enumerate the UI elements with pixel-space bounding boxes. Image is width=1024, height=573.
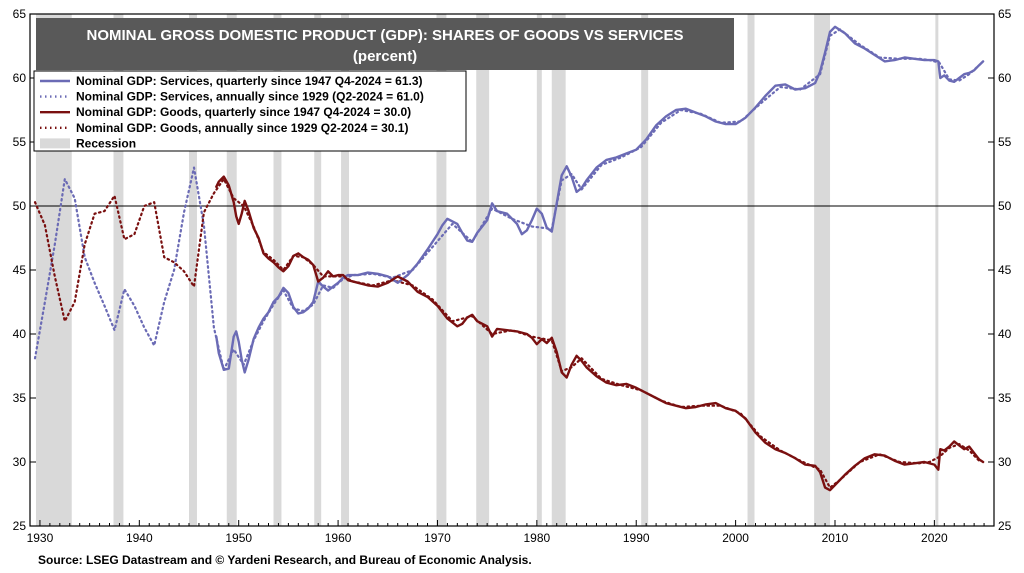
y-tick-label-right: 65 bbox=[998, 7, 1012, 21]
recession-band bbox=[551, 14, 566, 526]
chart-subtitle: (percent) bbox=[353, 48, 417, 65]
y-tick-label-right: 35 bbox=[998, 391, 1012, 405]
legend-label: Nominal GDP: Services, annually since 19… bbox=[76, 90, 424, 104]
y-tick-label-left: 40 bbox=[13, 327, 27, 341]
recession-band bbox=[747, 14, 755, 526]
x-tick-label: 2000 bbox=[722, 531, 749, 545]
recession-band bbox=[341, 14, 350, 526]
x-tick-label: 1930 bbox=[27, 531, 54, 545]
y-tick-label-left: 35 bbox=[13, 391, 27, 405]
series-line-goods-annual bbox=[33, 178, 981, 489]
recession-band bbox=[273, 14, 282, 526]
recession-band bbox=[226, 14, 237, 526]
series-line-goods-quarterly bbox=[215, 175, 985, 492]
legend-label: Nominal GDP: Goods, quarterly since 1947… bbox=[76, 105, 411, 119]
legend-label: Nominal GDP: Services, quarterly since 1… bbox=[76, 74, 423, 88]
legend-swatch-recession bbox=[40, 138, 70, 149]
recession-band bbox=[935, 14, 939, 526]
title-background bbox=[36, 18, 734, 70]
legend-label: Nominal GDP: Goods, annually since 1929 … bbox=[76, 121, 408, 135]
recession-band bbox=[436, 14, 447, 526]
y-tick-label-left: 30 bbox=[13, 455, 27, 469]
y-tick-label-left: 55 bbox=[13, 135, 27, 149]
y-tick-label-right: 50 bbox=[998, 199, 1012, 213]
recession-band bbox=[189, 14, 197, 526]
title-box: NOMINAL GROSS DOMESTIC PRODUCT (GDP): SH… bbox=[36, 18, 734, 70]
recession-band bbox=[814, 14, 831, 526]
y-tick-label-left: 60 bbox=[13, 71, 27, 85]
x-tick-label: 1990 bbox=[623, 531, 650, 545]
x-tick-label: 2020 bbox=[921, 531, 948, 545]
y-tick-label-left: 25 bbox=[13, 519, 27, 533]
legend-box bbox=[33, 70, 467, 152]
chart-title: NOMINAL GROSS DOMESTIC PRODUCT (GDP): SH… bbox=[86, 27, 683, 44]
recession-band bbox=[641, 14, 649, 526]
y-tick-label-right: 55 bbox=[998, 135, 1012, 149]
legend-label: Recession bbox=[76, 136, 136, 150]
y-tick-label-left: 45 bbox=[13, 263, 27, 277]
recession-band bbox=[476, 14, 490, 526]
x-tick-label: 1980 bbox=[523, 531, 550, 545]
y-tick-label-right: 40 bbox=[998, 327, 1012, 341]
recession-band bbox=[113, 14, 124, 526]
series-line-services-quarterly bbox=[215, 25, 985, 374]
y-tick-label-right: 60 bbox=[998, 71, 1012, 85]
x-tick-label: 2010 bbox=[822, 531, 849, 545]
source-note: Source: LSEG Datastream and © Yardeni Re… bbox=[38, 553, 532, 567]
x-tick-label: 1950 bbox=[225, 531, 252, 545]
y-tick-label-right: 45 bbox=[998, 263, 1012, 277]
recession-band bbox=[536, 14, 542, 526]
y-tick-label-right: 25 bbox=[998, 519, 1012, 533]
series-layer bbox=[33, 25, 985, 492]
legend: Nominal GDP: Services, quarterly since 1… bbox=[33, 70, 467, 152]
y-tick-label-left: 50 bbox=[13, 199, 27, 213]
x-tick-label: 1960 bbox=[325, 531, 352, 545]
x-tick-label: 1940 bbox=[126, 531, 153, 545]
y-tick-label-right: 30 bbox=[998, 455, 1012, 469]
y-tick-label-left: 65 bbox=[13, 7, 27, 21]
x-tick-label: 1970 bbox=[424, 531, 451, 545]
axis-ticks: 25 25 30 30 35 35 40 40 45 45 50 50 55 55 60 60 65 65 1930… bbox=[13, 7, 1012, 545]
